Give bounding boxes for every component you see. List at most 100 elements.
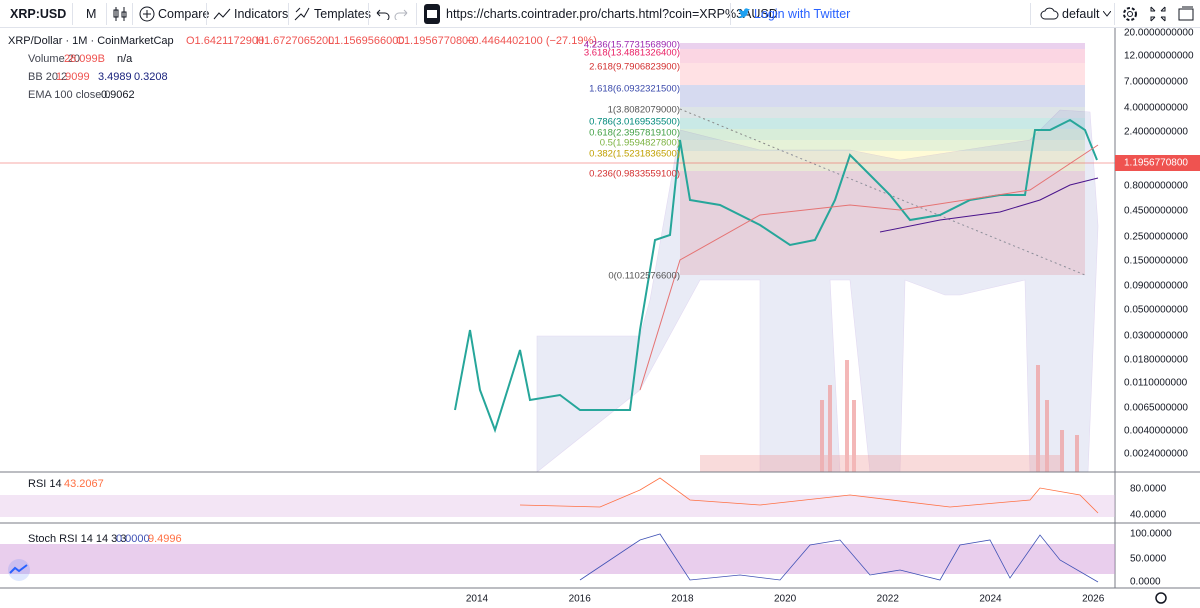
logo-mark [9, 564, 28, 574]
rsi-line [519, 477, 1099, 514]
indicator-value: 28.099B [64, 53, 105, 65]
stoch-name: Stoch RSI 14 14 3 3 [28, 533, 126, 545]
price-tick-label: 0.0110000000 [1124, 378, 1188, 389]
fib-level-label: 1(3.8082079000) [608, 105, 680, 116]
time-tick-label: 2024 [979, 594, 1002, 605]
dropdown-arrow[interactable] [1103, 11, 1111, 17]
fib-labels: 4.236(15.7731568900)3.618(13.4881326400)… [584, 40, 680, 282]
volume-bars [700, 360, 1079, 472]
separator [416, 3, 417, 25]
stoch-k-line [579, 533, 1099, 583]
last-price-label: 1.1956770800 [1124, 158, 1188, 169]
legend: XRP/Dollar · 1M · CoinMarketCap O1.642117… [8, 35, 597, 545]
fib-level-label: 2.618(9.7906823900) [589, 62, 680, 73]
stoch-band [0, 544, 1115, 574]
rsi-name: RSI 14 [28, 478, 62, 490]
legend-title: XRP/Dollar · 1M · CoinMarketCap [8, 35, 174, 47]
fib-band [680, 129, 1085, 140]
templates-icon[interactable] [294, 6, 310, 22]
indicator-name: BB 20 2 [28, 71, 67, 83]
separator [1114, 3, 1115, 25]
volume-bar [852, 400, 856, 472]
indicators-icon[interactable] [213, 6, 231, 22]
snapshot-icon[interactable] [423, 3, 441, 25]
fib-band [680, 151, 1085, 171]
legend-low: L1.1569566000 [328, 35, 404, 47]
indicator-value: 0.3208 [134, 71, 168, 83]
bollinger-bands [536, 109, 1099, 473]
interval[interactable]: M [86, 7, 97, 21]
undo-redo[interactable] [375, 8, 409, 20]
price-tick-label: 0.0065000000 [1124, 403, 1188, 414]
fib-level-label: 4.236(15.7731568900) [584, 40, 680, 51]
fib-band [680, 118, 1085, 129]
bb-basis [639, 144, 1099, 391]
last-price-box [1115, 155, 1200, 171]
price-tick-label: 0.8000000000 [1124, 181, 1188, 192]
rsi-value: 43.2067 [64, 478, 104, 490]
window-icons[interactable] [1121, 5, 1197, 23]
cloud-icon[interactable] [1040, 6, 1060, 22]
indicator-value: 0.9062 [101, 89, 135, 101]
fib-level-label: 3.618(13.4881326400) [584, 48, 680, 59]
indicator-value: 3.4989 [98, 71, 132, 83]
price-candles [454, 118, 1098, 434]
separator [368, 3, 369, 25]
fib-retracement [679, 43, 1086, 276]
fib-band [680, 140, 1085, 151]
price-axis: 20.0000000000 12.0000000000 7.0000000000 4.… [1124, 28, 1194, 588]
price-tick-label: 12.0000000000 [1124, 51, 1194, 62]
volume-bar [1036, 365, 1040, 472]
fib-level-label: 1.618(6.0932321500) [589, 84, 680, 95]
indicators-button[interactable]: Indicators [234, 7, 289, 21]
price-tick-label: 0.0180000000 [1124, 355, 1188, 366]
price-tick-label: 0.0040000000 [1124, 426, 1188, 437]
price-tick-label: 4.0000000000 [1124, 103, 1188, 114]
snapshot-url[interactable]: https://charts.cointrader.pro/charts.htm… [446, 7, 778, 21]
chart-style-icon[interactable] [113, 6, 127, 22]
legend-change: −0.4464402100 (−27.19%) [466, 35, 597, 47]
price-tick-label: 2.4000000000 [1124, 127, 1188, 138]
time-axis: 2014 2016 2018 2020 2022 2024 2026 [466, 594, 1105, 605]
volume-bar [1075, 435, 1079, 472]
fib-level-label: 0.786(3.0169535500) [589, 117, 680, 128]
indicator-name: Volume 20 [28, 53, 80, 65]
templates-button[interactable]: Templates [314, 7, 371, 21]
legend-open: O1.6421172900 [186, 35, 264, 47]
fib-level-label: 0(0.1102576600) [608, 271, 680, 282]
compare-button[interactable]: Compare [158, 7, 210, 21]
indicator-value: n/a [117, 53, 133, 65]
fib-band [680, 85, 1085, 107]
legend-close: C1.1956770800 [396, 35, 474, 47]
price-tick-label: 20.0000000000 [1124, 28, 1194, 39]
twitter-icon[interactable] [738, 8, 751, 19]
separator [288, 3, 289, 25]
volume-bar [1045, 400, 1049, 472]
login-button[interactable]: Login with Twitter [754, 7, 851, 21]
price-tick-label: 0.1500000000 [1124, 256, 1188, 267]
volume-bar [845, 360, 849, 472]
separator [206, 3, 207, 25]
rsi-tick-label: 80.0000 [1130, 484, 1167, 495]
price-tick-label: 0.0300000000 [1124, 331, 1188, 342]
settings-icon[interactable] [1155, 592, 1167, 604]
price-tick-label: 0.0024000000 [1124, 449, 1188, 460]
separator [132, 3, 133, 25]
fib-band [680, 107, 1085, 118]
fib-level-label: 0.382(1.5231836500) [589, 149, 680, 160]
fib-band [680, 43, 1085, 49]
ema-line [879, 177, 1099, 233]
compare-icon[interactable] [139, 6, 155, 22]
price-tick-label: 0.0900000000 [1124, 281, 1188, 292]
separator [1030, 3, 1031, 25]
fib-band [680, 63, 1085, 85]
time-tick-label: 2022 [877, 594, 900, 605]
stoch-tick-label: 50.0000 [1130, 554, 1167, 565]
fib-band [680, 49, 1085, 63]
symbol[interactable]: XRP:USD [10, 7, 67, 21]
layout-name[interactable]: default [1062, 7, 1100, 21]
volume-bar [700, 455, 1060, 472]
fib-level-label: 0.5(1.9594827800) [600, 138, 680, 149]
separator [106, 3, 107, 25]
